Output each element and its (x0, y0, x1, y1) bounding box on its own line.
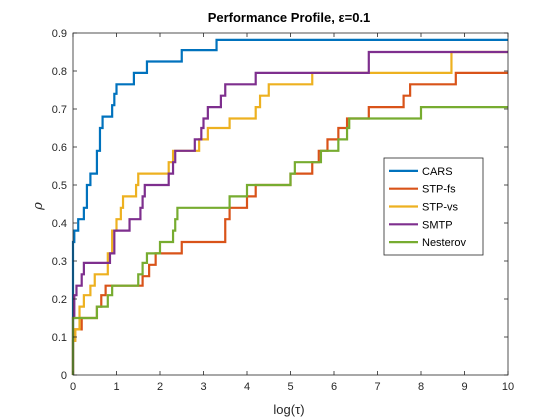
y-tick-label: 0.4 (52, 218, 67, 230)
series-line-cars (71, 38, 508, 375)
y-axis-label: ρ (31, 202, 46, 211)
y-tick-label: 0.1 (52, 332, 67, 344)
legend-label: STP-fs (422, 184, 456, 196)
x-tick-label: 2 (157, 381, 163, 393)
y-tick-label: 0.6 (52, 142, 67, 154)
y-tick-label: 0.7 (52, 104, 67, 116)
y-tick-label: 0.8 (52, 66, 67, 78)
series-line-stp-vs (71, 50, 508, 375)
legend-label: CARS (422, 166, 453, 178)
y-tick-label: 0 (61, 370, 67, 382)
chart-title: Performance Profile, ε=0.1 (208, 10, 371, 25)
y-tick-label: 0.3 (52, 256, 67, 268)
y-tick-label: 0.2 (52, 294, 67, 306)
legend-label: Nesterov (422, 237, 467, 249)
x-tick-label: 6 (331, 381, 337, 393)
legend: CARS STP-fs STP-vs SMTP Nesterov (383, 157, 484, 256)
y-tick-label: 0.5 (52, 180, 67, 192)
x-tick-label: 3 (200, 381, 206, 393)
x-tick-label: 4 (244, 381, 250, 393)
series-line-nesterov (71, 106, 508, 375)
x-tick-label: 8 (418, 381, 424, 393)
x-tick-label: 9 (461, 381, 467, 393)
axes-layer: 0 1 2 3 4 5 6 7 8 9 10 0 0.1 0.2 0.3 0.4 0.5 0.6 0.7 0.8 0.9 (52, 28, 514, 393)
series-line-smtp (71, 50, 508, 375)
y-tick-label: 0.9 (52, 28, 67, 40)
legend-label: SMTP (422, 219, 453, 231)
legend-label: STP-vs (422, 202, 459, 214)
x-axis-label: log(τ) (273, 402, 304, 417)
x-tick-label: 5 (287, 381, 293, 393)
x-tick-label: 10 (502, 381, 514, 393)
x-tick-label: 1 (113, 381, 119, 393)
series-layer (71, 38, 508, 375)
x-tick-label: 0 (70, 381, 76, 393)
x-tick-label: 7 (374, 381, 380, 393)
